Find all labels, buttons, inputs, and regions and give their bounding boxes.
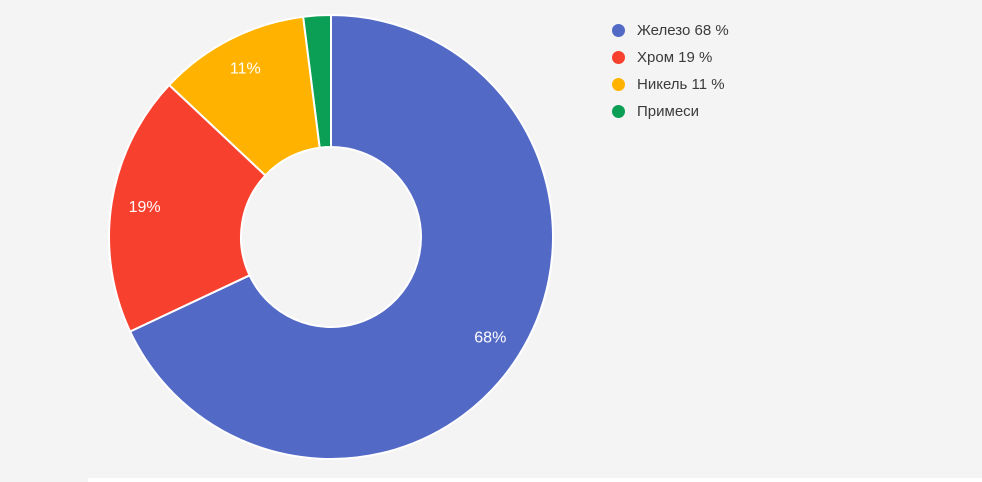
legend-item-label: Примеси [637, 103, 700, 120]
slice-percent-label: 68% [474, 330, 506, 347]
legend-item-1: Железо 68 % [612, 17, 729, 44]
pie-slice-2[interactable] [108, 84, 267, 333]
slice-percent-label: 19% [129, 199, 161, 216]
legend-item-2: Хром 19 % [612, 44, 729, 71]
chart-legend: Железо 68 % Хром 19 % Никель 11 % Примеси [612, 17, 729, 125]
legend-color-dot [612, 78, 625, 91]
bottom-card-edge [88, 478, 982, 482]
pie-slice-4[interactable] [302, 14, 332, 149]
pie-slice-1[interactable] [129, 14, 554, 460]
slice-percent-label: 11% [230, 60, 261, 77]
legend-color-dot [612, 51, 625, 64]
legend-item-label: Железо 68 % [637, 22, 729, 39]
legend-color-dot [612, 24, 625, 37]
legend-color-dot [612, 105, 625, 118]
legend-item-3: Никель 11 % [612, 71, 729, 98]
legend-item-label: Хром 19 % [637, 49, 713, 66]
pie-slice-3[interactable] [168, 15, 321, 177]
legend-item-4: Примеси [612, 98, 729, 125]
legend-item-label: Никель 11 % [637, 76, 725, 93]
